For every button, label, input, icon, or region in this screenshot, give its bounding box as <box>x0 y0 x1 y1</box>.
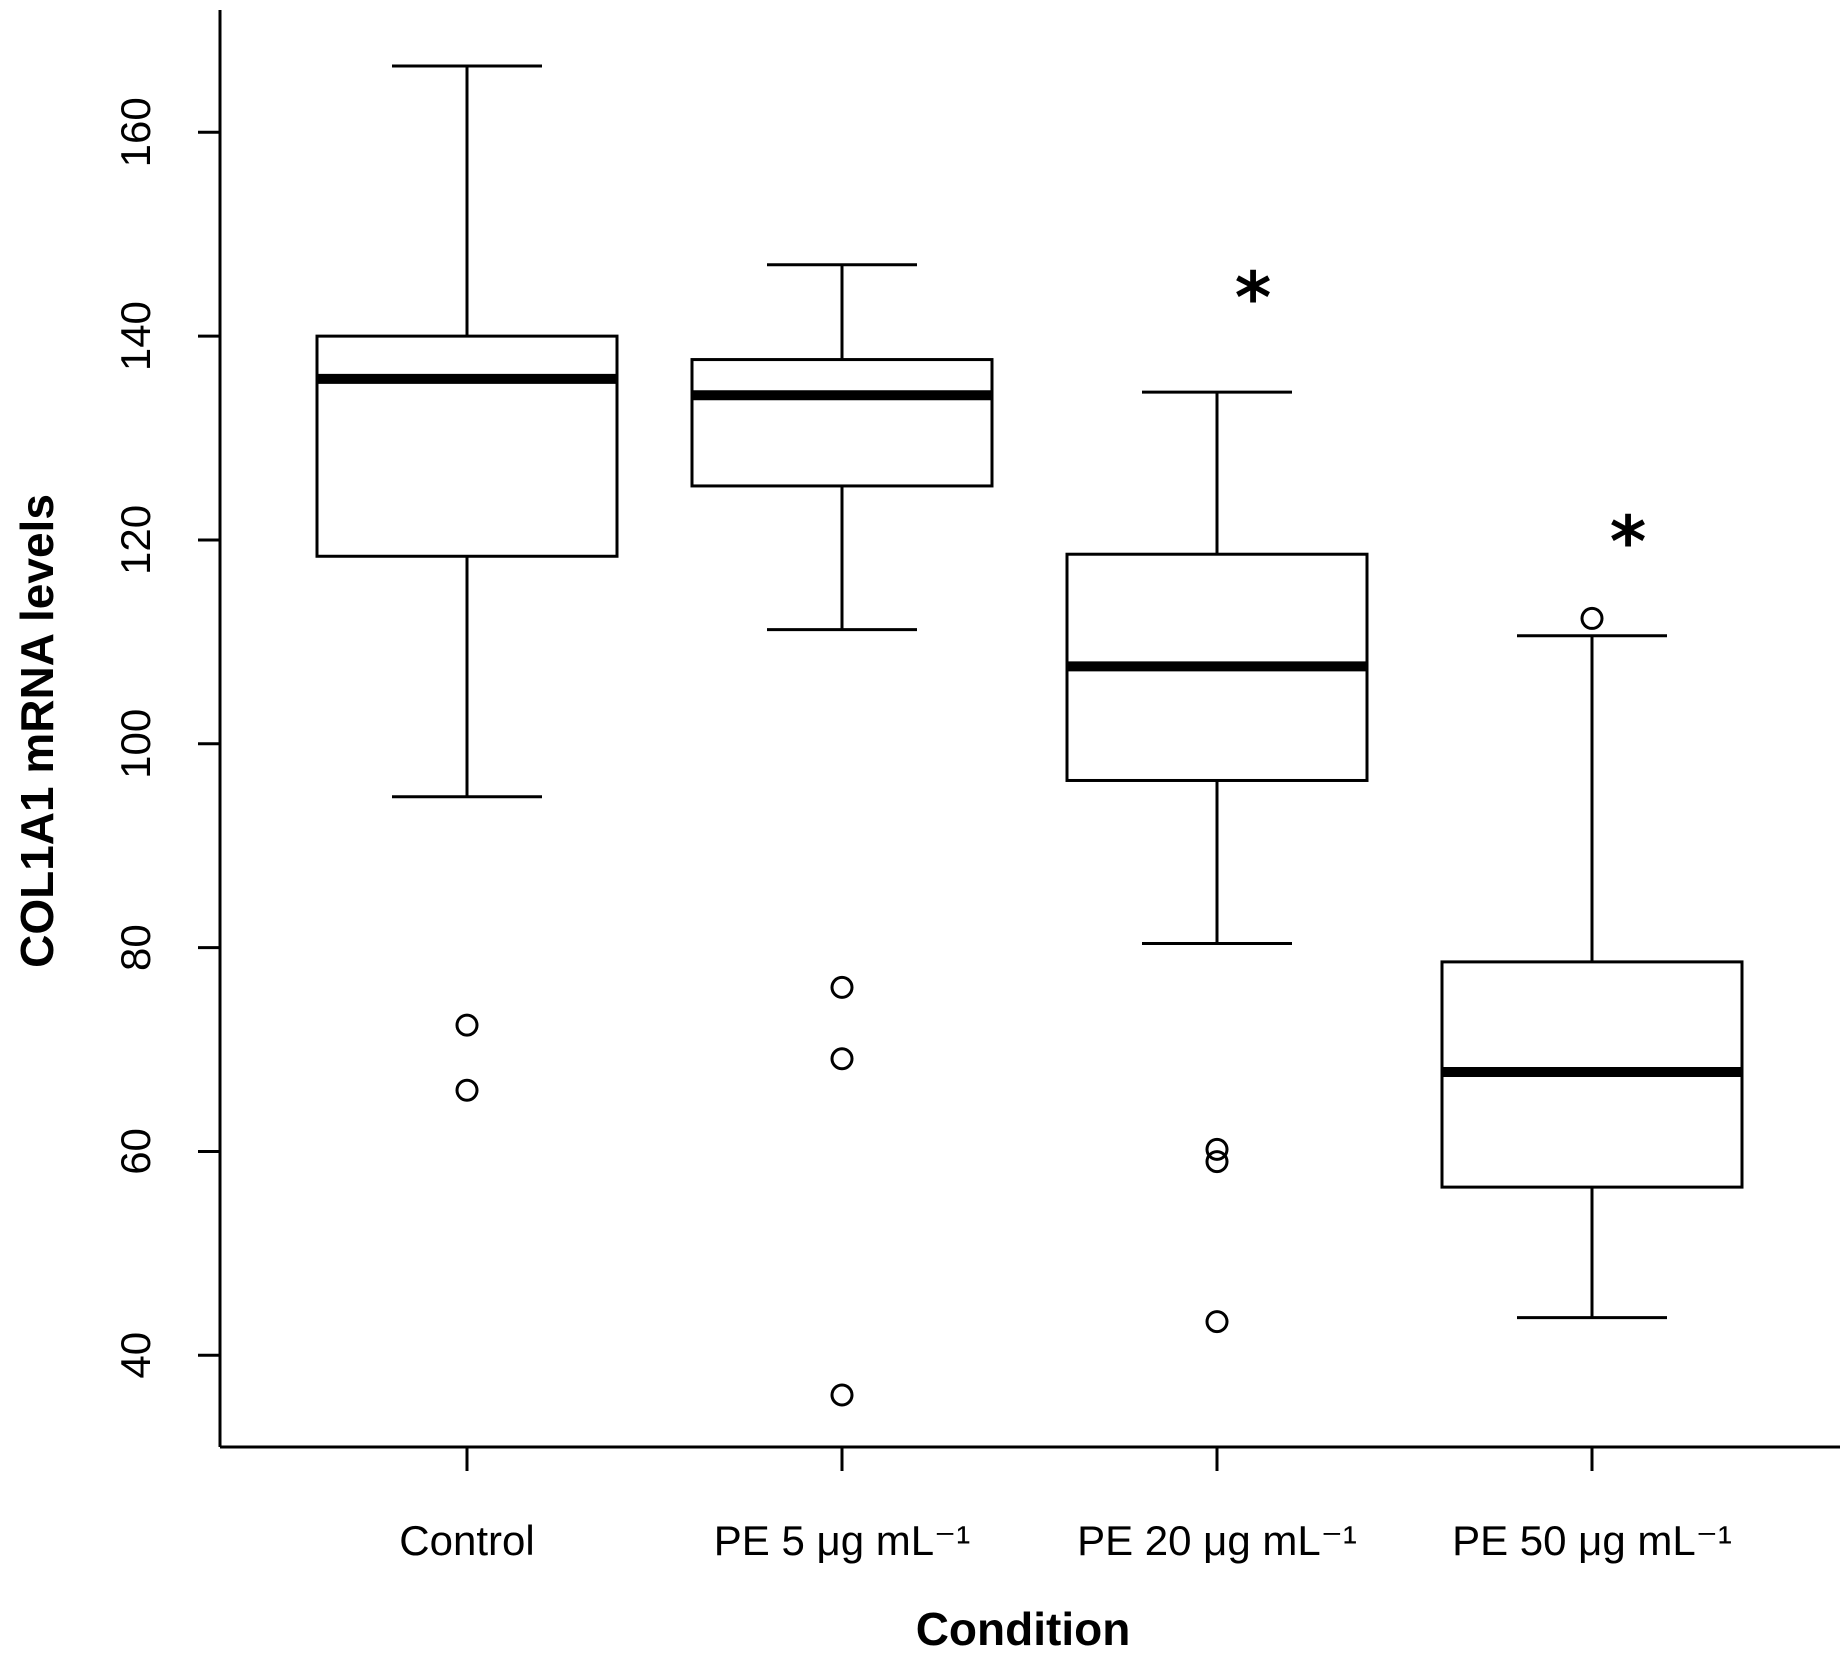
outlier-point <box>1205 1137 1229 1161</box>
outlier-point <box>830 1047 854 1071</box>
y-axis-title: COL1A1 mRNA levels <box>11 494 63 968</box>
outlier-point <box>1580 606 1604 630</box>
y-tick-label: 40 <box>112 1332 159 1379</box>
significance-marker: * <box>1610 501 1647 583</box>
iqr-box <box>690 358 994 488</box>
y-tick-label: 60 <box>112 1128 159 1175</box>
x-axis-title: Condition <box>916 1603 1131 1655</box>
x-tick-label: Control <box>399 1517 534 1564</box>
y-tick-label: 120 <box>112 505 159 575</box>
significance-marker: * <box>1235 257 1272 339</box>
x-tick-label: PE 50 μg mL⁻¹ <box>1452 1517 1732 1564</box>
y-tick-label: 160 <box>112 97 159 167</box>
outlier-point <box>830 975 854 999</box>
outlier-point <box>1205 1310 1229 1334</box>
x-tick-label: PE 20 μg mL⁻¹ <box>1077 1517 1357 1564</box>
y-tick-label: 100 <box>112 709 159 779</box>
outlier-point <box>455 1013 479 1037</box>
outlier-point <box>1205 1150 1229 1174</box>
x-tick-label: PE 5 μg mL⁻¹ <box>714 1517 970 1564</box>
outlier-point <box>455 1078 479 1102</box>
y-tick-label: 80 <box>112 924 159 971</box>
iqr-box <box>315 334 619 558</box>
outlier-point <box>830 1383 854 1407</box>
y-tick-label: 140 <box>112 301 159 371</box>
plot-area: 40 60 80 100 120 140 160 Control PE 5 μg mL⁻¹ PE … <box>112 10 1840 1564</box>
